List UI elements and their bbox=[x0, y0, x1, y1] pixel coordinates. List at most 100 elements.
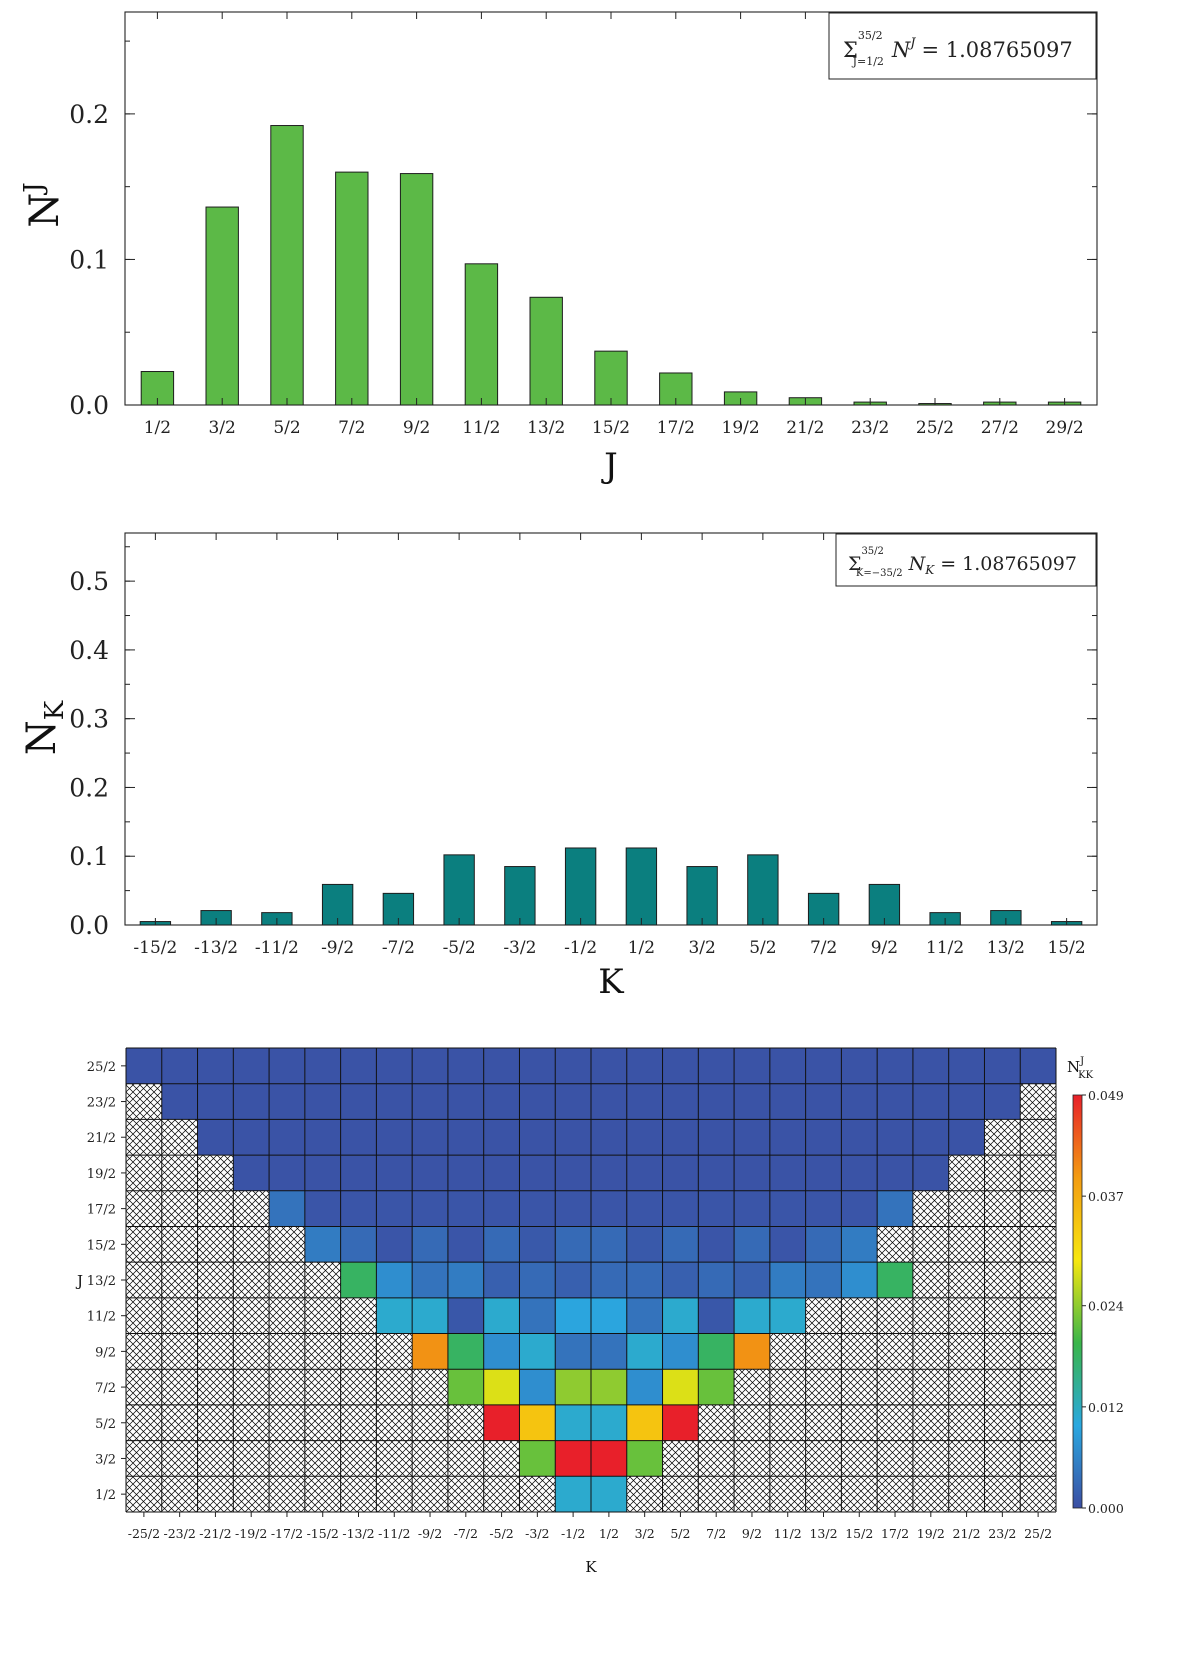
colorbar-title-sub: KK bbox=[1078, 1070, 1093, 1081]
x-tick-label: -11/2 bbox=[378, 1526, 410, 1541]
heatmap-cell bbox=[161, 1048, 198, 1084]
y-axis-title: J bbox=[75, 1272, 83, 1290]
x-tick-label: -3/2 bbox=[525, 1526, 549, 1541]
heatmap-cell bbox=[555, 1048, 591, 1084]
heatmap-cell bbox=[877, 1155, 913, 1191]
heatmap-cell bbox=[233, 1119, 270, 1156]
x-tick-label: 13/2 bbox=[527, 418, 565, 438]
bar bbox=[464, 263, 499, 406]
heatmap-cell bbox=[376, 1083, 413, 1120]
heatmap-cell bbox=[412, 1333, 448, 1370]
y-tick-label: 0.1 bbox=[69, 245, 109, 274]
heatmap-cell bbox=[519, 1333, 556, 1370]
x-tick-label: 5/2 bbox=[273, 418, 300, 438]
heatmap-cell bbox=[519, 1155, 556, 1191]
legend-variable-sub: K bbox=[924, 563, 935, 577]
heatmap-cell bbox=[412, 1048, 448, 1084]
plot-frame bbox=[124, 532, 1098, 926]
heatmap-cell bbox=[555, 1119, 591, 1156]
heatmap-cell bbox=[626, 1155, 663, 1191]
heatmap-cell bbox=[233, 1155, 270, 1191]
heatmap-cell bbox=[698, 1190, 735, 1227]
bar bbox=[270, 125, 304, 406]
heatmap-cell bbox=[841, 1083, 878, 1120]
heatmap-cell bbox=[734, 1155, 770, 1191]
heatmap-cell bbox=[805, 1083, 842, 1120]
heatmap-cell bbox=[841, 1190, 878, 1227]
heatmap-cell bbox=[734, 1333, 770, 1370]
heatmap-cell bbox=[304, 1119, 341, 1156]
heatmap-cell bbox=[519, 1119, 556, 1156]
heatmap-cell bbox=[698, 1083, 735, 1120]
heatmap-cell bbox=[376, 1262, 413, 1298]
heatmap-cell bbox=[376, 1048, 413, 1084]
y-axis-title-main: N bbox=[22, 193, 68, 228]
heatmap-cell bbox=[269, 1190, 305, 1227]
heatmap-cell bbox=[519, 1190, 556, 1227]
heatmap-cell bbox=[340, 1226, 377, 1263]
x-tick-label: 23/2 bbox=[988, 1526, 1016, 1541]
y-tick-label: 0.2 bbox=[69, 773, 109, 802]
heatmap-cell bbox=[734, 1190, 770, 1227]
x-tick-label: 17/2 bbox=[881, 1526, 909, 1541]
heatmap-cell bbox=[340, 1083, 377, 1120]
legend-variable: N bbox=[908, 553, 927, 575]
x-tick-label: -7/2 bbox=[382, 938, 415, 958]
heatmap-cell bbox=[948, 1083, 985, 1120]
heatmap-cell bbox=[555, 1262, 591, 1298]
y-tick-label: 0.0 bbox=[69, 911, 109, 940]
x-tick-label: 25/2 bbox=[916, 418, 954, 438]
heatmap-cell bbox=[698, 1369, 735, 1405]
heatmap-cell bbox=[447, 1333, 484, 1370]
heatmap-cell bbox=[662, 1048, 699, 1084]
legend-value: = 1.08765097 bbox=[922, 38, 1073, 62]
heatmap-cell bbox=[877, 1119, 913, 1156]
colorbar-tick-label: 0.049 bbox=[1088, 1088, 1124, 1103]
heatmap-cell bbox=[161, 1083, 198, 1120]
bar bbox=[399, 173, 434, 406]
heatmap-cell bbox=[662, 1119, 699, 1156]
x-tick-label: 9/2 bbox=[742, 1526, 762, 1541]
heatmap-cell bbox=[948, 1048, 985, 1084]
heatmap-cell bbox=[769, 1297, 806, 1334]
y-axis-title-sub: K bbox=[40, 700, 70, 720]
heatmap-cell bbox=[304, 1155, 341, 1191]
heatmap-cell bbox=[698, 1119, 735, 1156]
colorbar-tick-label: 0.024 bbox=[1088, 1299, 1124, 1314]
heatmap-cell bbox=[769, 1048, 806, 1084]
heatmap-cell bbox=[483, 1048, 520, 1084]
heatmap-cell bbox=[626, 1226, 663, 1263]
colorbar-tick-label: 0.000 bbox=[1088, 1501, 1124, 1516]
bar bbox=[564, 847, 597, 926]
x-tick-label: 7/2 bbox=[338, 418, 365, 438]
heatmap-cell bbox=[769, 1083, 806, 1120]
y-tick-label: 0.0 bbox=[69, 391, 109, 420]
legend-formula: Σ35/2 J=1/2 NJ = 1.08765097 bbox=[843, 29, 1073, 68]
x-tick-label: 19/2 bbox=[722, 418, 760, 438]
heatmap-cell bbox=[447, 1297, 484, 1334]
heatmap-cell bbox=[483, 1404, 520, 1441]
heatmap-cell bbox=[447, 1369, 484, 1405]
heatmap-cell bbox=[769, 1190, 806, 1227]
heatmap-cell bbox=[412, 1119, 448, 1156]
bar bbox=[659, 372, 693, 406]
heatmap-cell bbox=[412, 1262, 448, 1298]
x-tick-label: 25/2 bbox=[1024, 1526, 1052, 1541]
x-tick-label: 15/2 bbox=[845, 1526, 873, 1541]
heatmap-cell bbox=[984, 1048, 1021, 1084]
x-tick-label: 21/2 bbox=[786, 418, 824, 438]
heatmap-cell bbox=[304, 1190, 341, 1227]
x-tick-label: -1/2 bbox=[564, 938, 597, 958]
heatmap-cell bbox=[412, 1226, 448, 1263]
y-tick-label: 9/2 bbox=[95, 1345, 116, 1360]
heatmap-cell bbox=[555, 1476, 591, 1512]
heatmap-cell bbox=[483, 1190, 520, 1227]
heatmap-cell bbox=[519, 1083, 556, 1120]
heatmap-cell bbox=[304, 1226, 341, 1263]
x-axis-title: K bbox=[585, 1558, 597, 1576]
x-tick-label: 9/2 bbox=[871, 938, 898, 958]
x-tick-label: 17/2 bbox=[657, 418, 695, 438]
x-tick-label: 1/2 bbox=[628, 938, 655, 958]
heatmap-cell bbox=[483, 1155, 520, 1191]
x-tick-label: 19/2 bbox=[917, 1526, 945, 1541]
